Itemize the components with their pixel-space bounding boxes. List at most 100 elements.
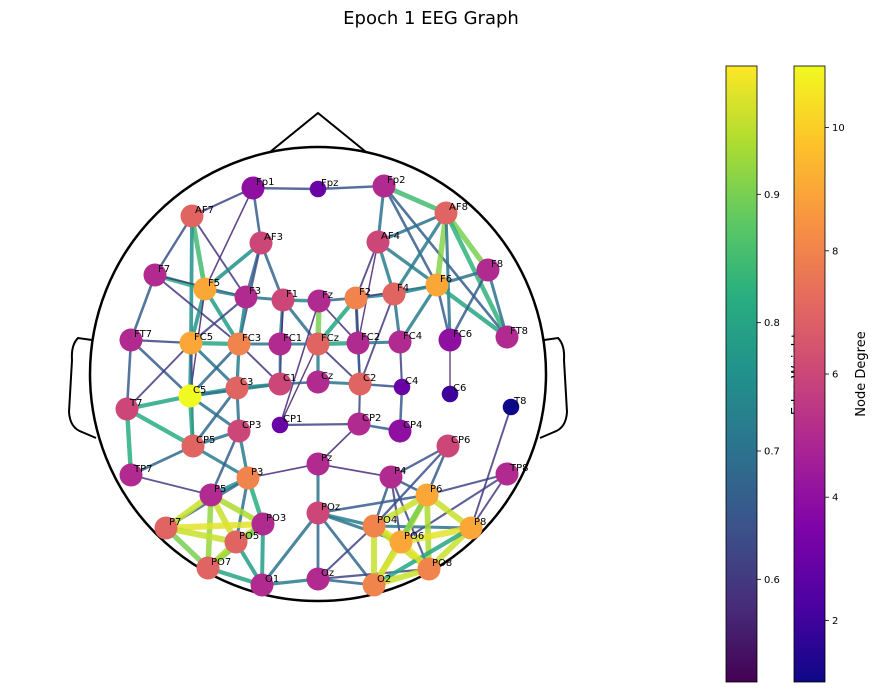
edge-AF7-FC5 <box>189 215 194 344</box>
node-FT7 <box>119 328 143 352</box>
edge-F6-FT8 <box>435 283 509 339</box>
label-CP3: CP3 <box>242 420 261 431</box>
edge-F7-FT7 <box>129 274 157 341</box>
node-CP1 <box>271 416 289 434</box>
edge-Fz-CP1 <box>279 300 320 426</box>
node-colorbar-tick-label: 8 <box>832 246 838 257</box>
edge-Pz-P4 <box>317 463 392 478</box>
label-P3: P3 <box>251 467 263 478</box>
head-outline <box>67 111 569 603</box>
edge-TP7-P5 <box>130 474 212 496</box>
label-Oz: Oz <box>321 568 334 579</box>
label-FC4: FC4 <box>403 331 422 342</box>
label-POz: POz <box>321 502 340 513</box>
edge-C3-CP5 <box>191 387 239 447</box>
label-F4: F4 <box>397 283 409 294</box>
edge-FC5-T7 <box>126 342 192 410</box>
node-P4 <box>379 465 403 489</box>
edge-AF8-F6 <box>434 212 449 286</box>
node-F7 <box>143 263 167 287</box>
edge-colorbar-gradient <box>725 65 758 683</box>
label-FC6: FC6 <box>453 329 472 340</box>
label-O1: O1 <box>265 574 279 585</box>
node-FC3 <box>227 332 251 356</box>
node-CP4 <box>388 419 412 443</box>
edge-P5-PO7 <box>205 494 214 569</box>
label-F6: F6 <box>440 274 452 285</box>
edge-Fp2-F6 <box>382 185 439 286</box>
node-P3 <box>236 466 260 490</box>
node-CP6 <box>436 434 460 458</box>
edge-colorbar-tick-label: 0.6 <box>764 575 780 586</box>
label-Fp1: Fp1 <box>256 177 274 188</box>
node-FT8 <box>495 325 519 349</box>
node-P8 <box>459 516 483 540</box>
node-AF7 <box>180 204 204 228</box>
node-colorbar-label: Node Degree <box>854 331 869 416</box>
edge-weight-colorbar: 0.60.70.80.9 Edge Weight <box>725 65 805 683</box>
node-AF8 <box>434 201 458 225</box>
node-F3 <box>234 285 258 309</box>
node-Fp1 <box>241 176 265 200</box>
node-O2 <box>362 573 386 597</box>
node-colorbar-tick-label: 6 <box>832 370 838 381</box>
label-C4: C4 <box>405 376 418 387</box>
edge-Fp1-F5 <box>204 187 254 290</box>
label-PO4: PO4 <box>377 515 397 526</box>
left-ear-outline <box>67 336 97 439</box>
label-PO3: PO3 <box>266 513 286 524</box>
edge-TP8-PO6 <box>400 473 508 543</box>
label-CP5: CP5 <box>196 435 215 446</box>
node-Fz <box>307 289 331 313</box>
edge-colorbar-tick-label: 0.8 <box>764 318 780 329</box>
node-P5 <box>199 483 223 507</box>
node-Pz <box>306 452 330 476</box>
label-AF4: AF4 <box>381 231 400 242</box>
label-C6: C6 <box>453 383 466 394</box>
node-T7 <box>115 397 139 421</box>
edge-F4-C2 <box>359 293 395 385</box>
node-F2 <box>344 286 368 310</box>
electrode-label-layer: Fp1 Fpz Fp2 AF7 AF3 AF4 AF8 F7 F5 F3 F1 Fz F2 F4 F6 F8 F… <box>129 175 529 585</box>
label-TP8: TP8 <box>509 463 529 474</box>
edge-Oz-PO4 <box>317 525 375 580</box>
node-colorbar-tick-label: 4 <box>832 493 838 504</box>
edge-F8-FT8 <box>486 269 509 338</box>
label-F7: F7 <box>158 264 170 275</box>
node-CP5 <box>181 434 205 458</box>
node-T8 <box>502 398 520 416</box>
label-C2: C2 <box>363 373 376 384</box>
edge-AF8-F4 <box>392 212 448 295</box>
label-Pz: Pz <box>321 453 332 464</box>
edge-P7-PO3 <box>165 520 264 532</box>
edge-AF4-FC2 <box>357 241 379 344</box>
edge-CP1-CP2 <box>279 422 360 427</box>
label-AF3: AF3 <box>264 232 283 243</box>
node-O1 <box>250 573 274 597</box>
edge-AF4-AF8 <box>377 211 447 244</box>
edge-FT7-C5 <box>130 339 191 397</box>
label-C5: C5 <box>193 385 206 396</box>
node-AF4 <box>366 230 390 254</box>
label-F8: F8 <box>491 259 503 270</box>
edge-TP8-P6 <box>426 472 508 497</box>
node-C2 <box>348 372 372 396</box>
edge-P6-PO8 <box>424 494 432 570</box>
label-FT8: FT8 <box>510 326 528 337</box>
label-TP7: TP7 <box>133 464 153 475</box>
label-CP6: CP6 <box>451 435 470 446</box>
edge-O1-POz <box>260 512 320 586</box>
node-F1 <box>271 288 295 312</box>
label-T8: T8 <box>513 396 526 407</box>
node-PO7 <box>196 556 220 580</box>
label-P6: P6 <box>430 484 442 495</box>
head-circle <box>88 145 548 603</box>
node-PO5 <box>224 530 248 554</box>
edge-AF7-F7 <box>153 215 194 276</box>
label-FCz: FCz <box>321 333 339 344</box>
figure-title: Epoch 1 EEG Graph <box>343 8 519 29</box>
node-degree-colorbar: 2 4 6 8 10 Node Degree <box>793 65 869 683</box>
node-colorbar-tick-label: 2 <box>832 616 838 627</box>
label-P4: P4 <box>394 466 406 477</box>
node-colorbar-gradient <box>793 65 826 683</box>
